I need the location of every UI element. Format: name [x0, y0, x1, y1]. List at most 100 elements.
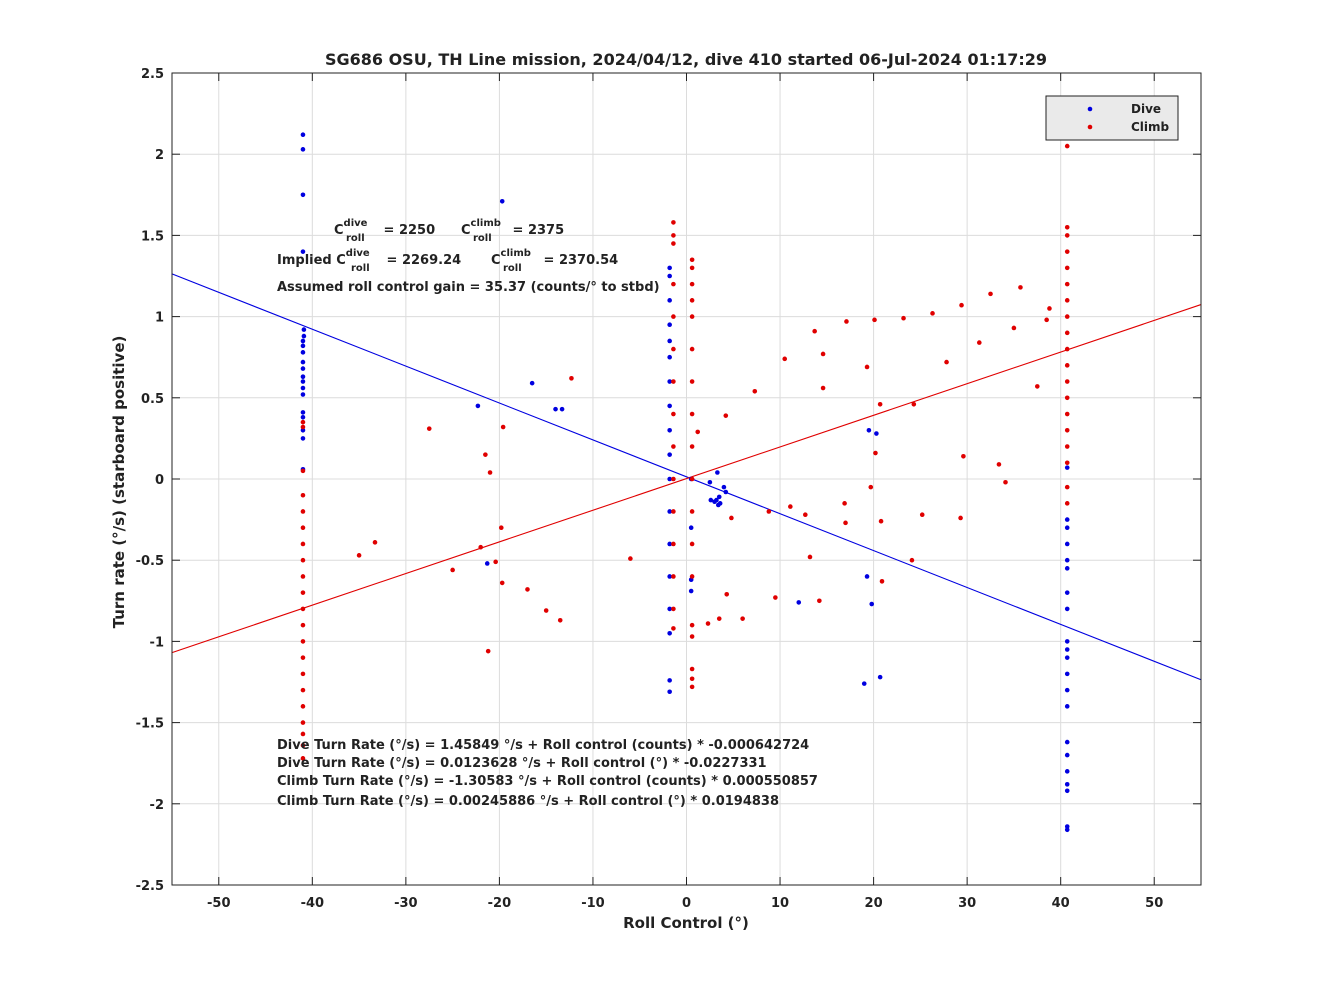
- dive-point: [866, 427, 872, 433]
- dive-point: [1064, 687, 1070, 693]
- climb-point: [372, 540, 378, 545]
- dive-point: [667, 509, 672, 514]
- chart-title: SG686 OSU, TH Line mission, 2024/04/12, …: [325, 50, 1047, 69]
- climb-point: [842, 501, 847, 506]
- climb-point: [1064, 143, 1070, 149]
- dive-point: [300, 132, 306, 138]
- c-roll-climb: Cclimb roll = 2375: [461, 218, 564, 244]
- climb-point: [807, 554, 813, 560]
- dive-point: [1064, 704, 1070, 709]
- climb-point: [820, 351, 826, 357]
- dive-point: [1064, 647, 1070, 652]
- climb-point: [996, 462, 1002, 467]
- climb-point: [671, 241, 676, 246]
- climb-point: [724, 592, 730, 597]
- climb-point: [1018, 285, 1023, 290]
- climb-point: [919, 512, 925, 518]
- climb-point: [766, 509, 772, 514]
- dive-point: [475, 403, 481, 409]
- climb-point: [300, 743, 306, 748]
- dive-point: [667, 574, 672, 579]
- climb-point: [300, 525, 306, 531]
- climb-point: [300, 622, 306, 628]
- climb-point: [689, 476, 695, 482]
- legend-label-dive: Dive: [1131, 102, 1161, 116]
- climb-point: [1003, 479, 1008, 485]
- climb-point: [478, 544, 484, 550]
- dive-point: [1064, 671, 1070, 677]
- climb-point: [671, 444, 676, 449]
- y-tick-label: 1.5: [141, 229, 164, 244]
- dive-point: [688, 588, 694, 594]
- dive-point: [667, 630, 672, 636]
- climb-point: [689, 346, 695, 352]
- climb-point: [1064, 281, 1070, 287]
- dive-point: [714, 497, 719, 503]
- dive-point: [667, 452, 672, 457]
- climb-point: [671, 379, 676, 384]
- climb-point: [873, 450, 878, 456]
- climb-point: [843, 520, 848, 526]
- climb-point: [773, 595, 778, 600]
- climb-point: [300, 574, 306, 579]
- fit-equations: Dive Turn Rate (°/s) = 1.45849 °/s + Rol…: [277, 738, 818, 809]
- climb-point: [1064, 314, 1070, 319]
- climb-point: [671, 574, 676, 579]
- climb-point: [300, 687, 306, 693]
- series-climb: [300, 143, 1070, 761]
- dive-point: [1064, 788, 1070, 794]
- climb-point: [689, 281, 695, 287]
- climb-point: [1064, 249, 1070, 254]
- climb-point: [543, 608, 549, 613]
- climb-point: [300, 720, 306, 725]
- climb-point: [1064, 395, 1070, 401]
- climb-point: [1064, 411, 1070, 417]
- climb-point: [909, 557, 915, 563]
- dive-point: [1064, 827, 1070, 833]
- legend-box: [1045, 95, 1179, 141]
- dive-point: [667, 298, 672, 303]
- dive-point: [1064, 752, 1070, 758]
- climb-point: [1047, 306, 1052, 311]
- climb-point: [988, 291, 993, 297]
- dive-point: [796, 600, 802, 605]
- climb-point: [493, 559, 498, 565]
- climb-point: [782, 356, 788, 362]
- y-tick-label: 1: [155, 311, 164, 326]
- dive-point: [300, 414, 306, 420]
- x-tick-label: 50: [1145, 896, 1163, 911]
- climb-point: [689, 684, 695, 690]
- climb-point: [300, 424, 306, 430]
- dive-point: [717, 501, 723, 506]
- climb-point: [671, 626, 676, 631]
- climb-point: [817, 598, 822, 604]
- climb-point: [878, 518, 884, 524]
- dive-point: [1064, 606, 1070, 612]
- dive-point: [723, 489, 729, 495]
- climb-point: [879, 579, 885, 584]
- climb-point: [820, 385, 826, 391]
- climb-point: [450, 567, 455, 573]
- dive-point: [667, 273, 672, 279]
- climb-point: [300, 671, 306, 677]
- dive-point: [864, 574, 870, 579]
- x-tick-label: 30: [958, 896, 976, 911]
- dive-point: [688, 525, 694, 531]
- climb-point: [959, 302, 964, 308]
- dive-point: [667, 322, 672, 328]
- climb-point: [689, 314, 695, 319]
- dive-point: [1064, 517, 1070, 522]
- climb-point: [877, 401, 883, 407]
- climb-point: [1064, 501, 1070, 506]
- dive-fit-line: [171, 273, 1202, 681]
- climb-point: [930, 311, 935, 316]
- dive-point: [667, 265, 672, 271]
- climb-point: [689, 634, 695, 639]
- climb-point: [671, 233, 676, 238]
- climb-point: [958, 515, 963, 521]
- legend-marker-climb: [1087, 124, 1093, 130]
- dive-point: [667, 403, 672, 409]
- equation-climb-degrees: Climb Turn Rate (°/s) = 0.00245886 °/s +…: [277, 794, 779, 809]
- climb-point: [300, 557, 306, 563]
- dive-point: [1064, 541, 1070, 547]
